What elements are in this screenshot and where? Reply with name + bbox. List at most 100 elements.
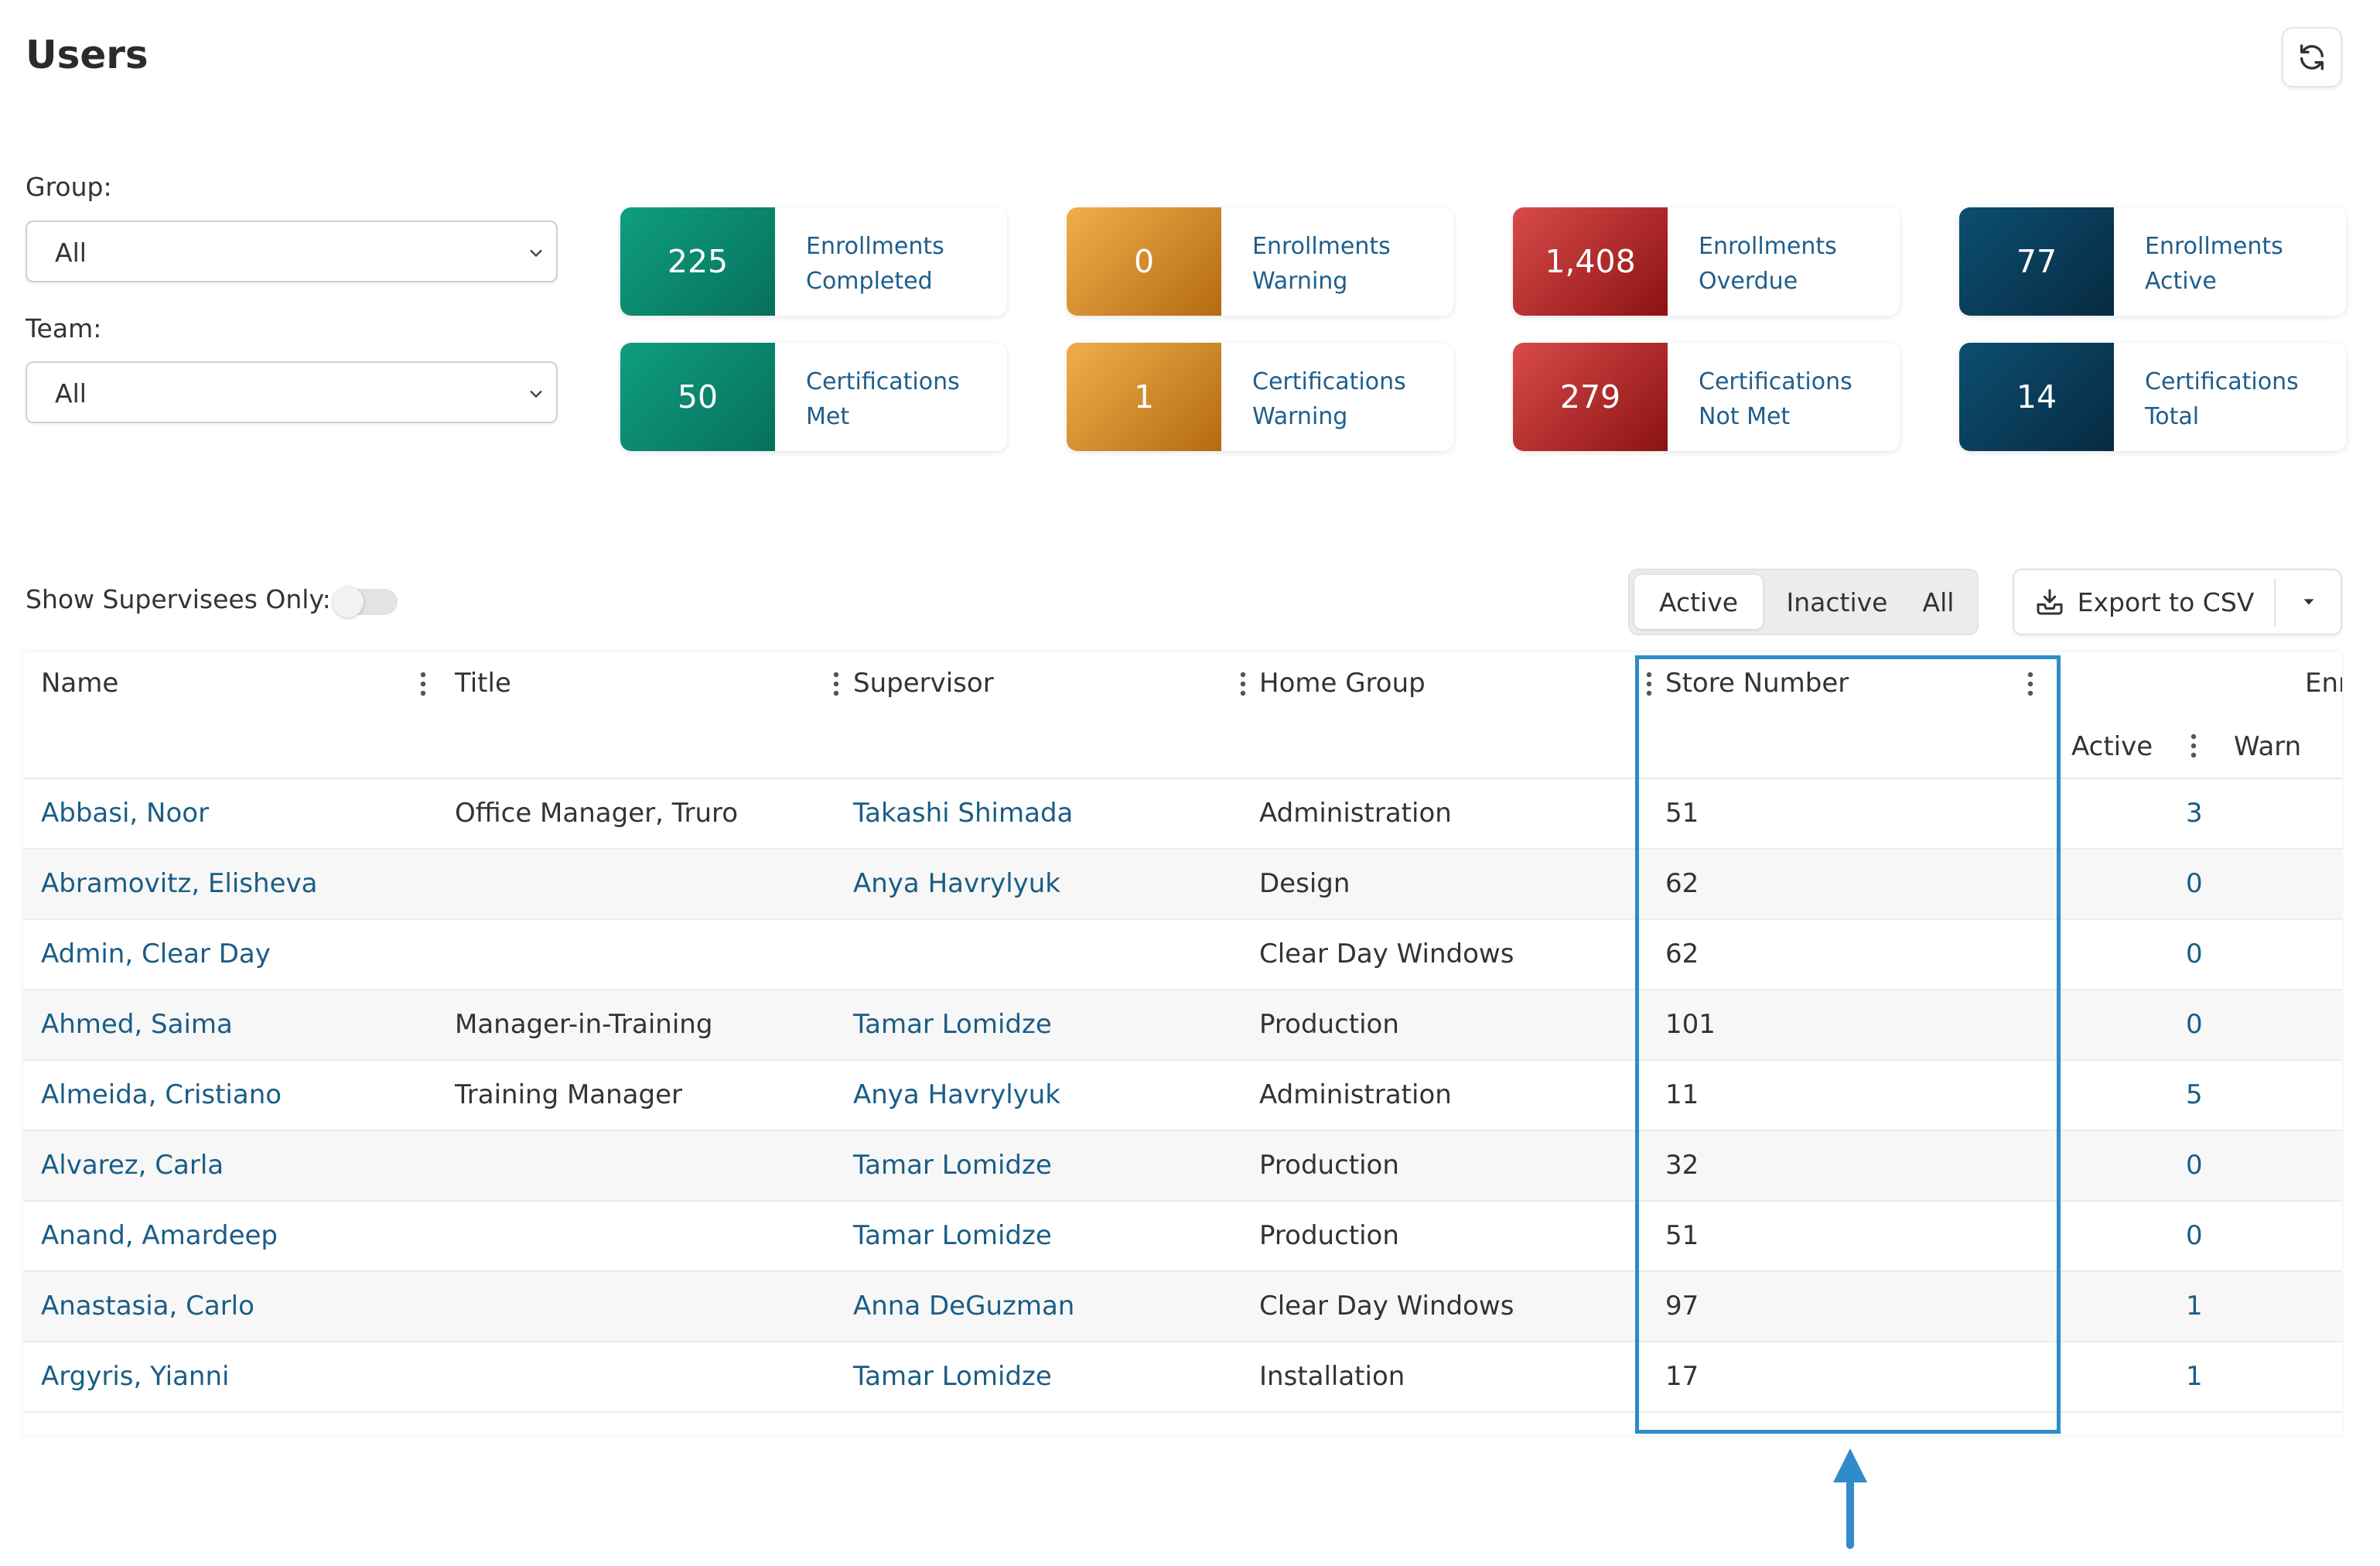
export-label: Export to CSV	[2077, 586, 2255, 617]
user-name-link[interactable]: Abbasi, Noor	[41, 798, 210, 829]
card-certifications-not-met[interactable]: 279 Certifications Not Met	[1513, 343, 1900, 451]
column-header-warn[interactable]: Warn	[2234, 731, 2302, 762]
card-label: Certifications	[2145, 368, 2299, 395]
column-header-supervisor[interactable]: Supervisor	[853, 668, 994, 699]
store-number: 17	[1665, 1361, 1699, 1392]
store-number: 11	[1665, 1079, 1699, 1110]
home-group: Administration	[1259, 1079, 1452, 1110]
store-number: 97	[1665, 1291, 1699, 1322]
export-control: Export to CSV	[2013, 569, 2342, 635]
user-name-link[interactable]: Alvarez, Carla	[41, 1150, 224, 1181]
column-header-store-number[interactable]: Store Number	[1665, 668, 1849, 699]
card-value: 225	[620, 207, 775, 316]
card-label: Overdue	[1699, 268, 1798, 295]
supervisor-link[interactable]: Tamar Lomidze	[853, 1220, 1052, 1251]
card-enrollments-warning[interactable]: 0 Enrollments Warning	[1067, 207, 1453, 316]
kebab-menu-icon[interactable]	[2189, 733, 2198, 761]
card-value: 14	[1959, 343, 2114, 451]
card-label: Completed	[806, 268, 933, 295]
column-group-enrollments: Enr	[2305, 668, 2342, 699]
supervisor-link[interactable]: Anya Havrylyuk	[853, 1079, 1060, 1110]
page-title: Users	[26, 32, 149, 77]
supervisor-link[interactable]: Takashi Shimada	[853, 798, 1074, 829]
supervisor-link[interactable]: Tamar Lomidze	[853, 1361, 1052, 1392]
table-row: Ahmed, Saima Manager-in-Training Tamar L…	[23, 990, 2342, 1061]
kebab-menu-icon[interactable]	[831, 671, 841, 699]
status-all-button[interactable]: All	[1922, 586, 1955, 617]
active-count-link[interactable]: 1	[2186, 1361, 2203, 1392]
team-select[interactable]: All	[26, 361, 558, 423]
active-count-link[interactable]: 0	[2186, 868, 2203, 899]
card-certifications-met[interactable]: 50 Certifications Met	[620, 343, 1007, 451]
supervisor-link[interactable]: Tamar Lomidze	[853, 1009, 1052, 1040]
card-enrollments-completed[interactable]: 225 Enrollments Completed	[620, 207, 1007, 316]
user-name-link[interactable]: Almeida, Cristiano	[41, 1079, 282, 1110]
status-active-button[interactable]: Active	[1634, 575, 1763, 629]
team-select-value: All	[55, 378, 87, 409]
card-label: Certifications	[806, 368, 960, 395]
active-count-link[interactable]: 5	[2186, 1079, 2203, 1110]
card-certifications-warning[interactable]: 1 Certifications Warning	[1067, 343, 1453, 451]
user-title: Training Manager	[455, 1079, 682, 1110]
card-label: Certifications	[1699, 368, 1852, 395]
user-name-link[interactable]: Ahmed, Saima	[41, 1009, 233, 1040]
home-group: Clear Day Windows	[1259, 1291, 1514, 1322]
header-divider	[23, 778, 2342, 779]
column-header-active[interactable]: Active	[2071, 731, 2153, 762]
active-count-link[interactable]: 0	[2186, 1009, 2203, 1040]
users-grid: Name Title Supervisor Home Group Store N…	[23, 652, 2342, 1435]
team-filter-label: Team:	[26, 313, 102, 344]
kebab-menu-icon[interactable]	[2026, 671, 2035, 699]
active-count-link[interactable]: 0	[2186, 1150, 2203, 1181]
home-group: Production	[1259, 1009, 1399, 1040]
card-value: 279	[1513, 343, 1668, 451]
column-header-name[interactable]: Name	[41, 668, 119, 699]
store-number-highlight-box	[1635, 655, 2061, 1434]
supervisor-link[interactable]: Tamar Lomidze	[853, 1150, 1052, 1181]
supervisees-toggle[interactable]	[333, 586, 398, 617]
user-name-link[interactable]: Abramovitz, Elisheva	[41, 868, 318, 899]
group-filter-label: Group:	[26, 172, 112, 202]
supervisor-link[interactable]: Anya Havrylyuk	[853, 868, 1060, 899]
user-name-link[interactable]: Admin, Clear Day	[41, 939, 271, 969]
user-name-link[interactable]: Anastasia, Carlo	[41, 1291, 254, 1322]
export-menu-button[interactable]	[2276, 570, 2342, 634]
caret-down-icon	[2303, 599, 2314, 605]
card-certifications-total[interactable]: 14 Certifications Total	[1959, 343, 2346, 451]
active-count-link[interactable]: 1	[2186, 1291, 2203, 1322]
column-header-home-group[interactable]: Home Group	[1259, 668, 1426, 699]
status-segmented-control: Active Inactive All	[1628, 569, 1979, 635]
kebab-menu-icon[interactable]	[1644, 671, 1654, 699]
active-count-link[interactable]: 3	[2186, 798, 2203, 829]
refresh-icon	[2300, 44, 2324, 70]
store-number: 51	[1665, 1220, 1699, 1251]
card-label: Met	[806, 403, 850, 430]
active-count-link[interactable]: 0	[2186, 1220, 2203, 1251]
active-count-link[interactable]: 0	[2186, 939, 2203, 969]
chevron-down-icon	[530, 390, 542, 398]
card-enrollments-active[interactable]: 77 Enrollments Active	[1959, 207, 2346, 316]
table-row: Anand, Amardeep Tamar Lomidze Production…	[23, 1202, 2342, 1272]
kebab-menu-icon[interactable]	[418, 671, 428, 699]
card-value: 77	[1959, 207, 2114, 316]
card-enrollments-overdue[interactable]: 1,408 Enrollments Overdue	[1513, 207, 1900, 316]
user-name-link[interactable]: Argyris, Yianni	[41, 1361, 230, 1392]
arrow-up-icon	[1833, 1448, 1867, 1549]
chevron-down-icon	[530, 249, 542, 258]
card-label: Enrollments	[2145, 233, 2283, 260]
table-row: Argyris, Yianni Tamar Lomidze Installati…	[23, 1342, 2342, 1413]
column-header-title[interactable]: Title	[455, 668, 511, 699]
user-title: Manager-in-Training	[455, 1009, 713, 1040]
refresh-button[interactable]	[2282, 27, 2342, 87]
user-title: Office Manager, Truro	[455, 798, 739, 829]
kebab-menu-icon[interactable]	[1238, 671, 1248, 699]
supervisor-link[interactable]: Anna DeGuzman	[853, 1291, 1075, 1322]
group-select[interactable]: All	[26, 221, 558, 282]
user-name-link[interactable]: Anand, Amardeep	[41, 1220, 278, 1251]
home-group: Production	[1259, 1150, 1399, 1181]
supervisees-label: Show Supervisees Only:	[26, 584, 331, 614]
status-inactive-button[interactable]: Inactive	[1786, 586, 1888, 617]
group-select-value: All	[55, 238, 87, 268]
export-csv-button[interactable]: Export to CSV	[2014, 570, 2274, 634]
home-group: Production	[1259, 1220, 1399, 1251]
